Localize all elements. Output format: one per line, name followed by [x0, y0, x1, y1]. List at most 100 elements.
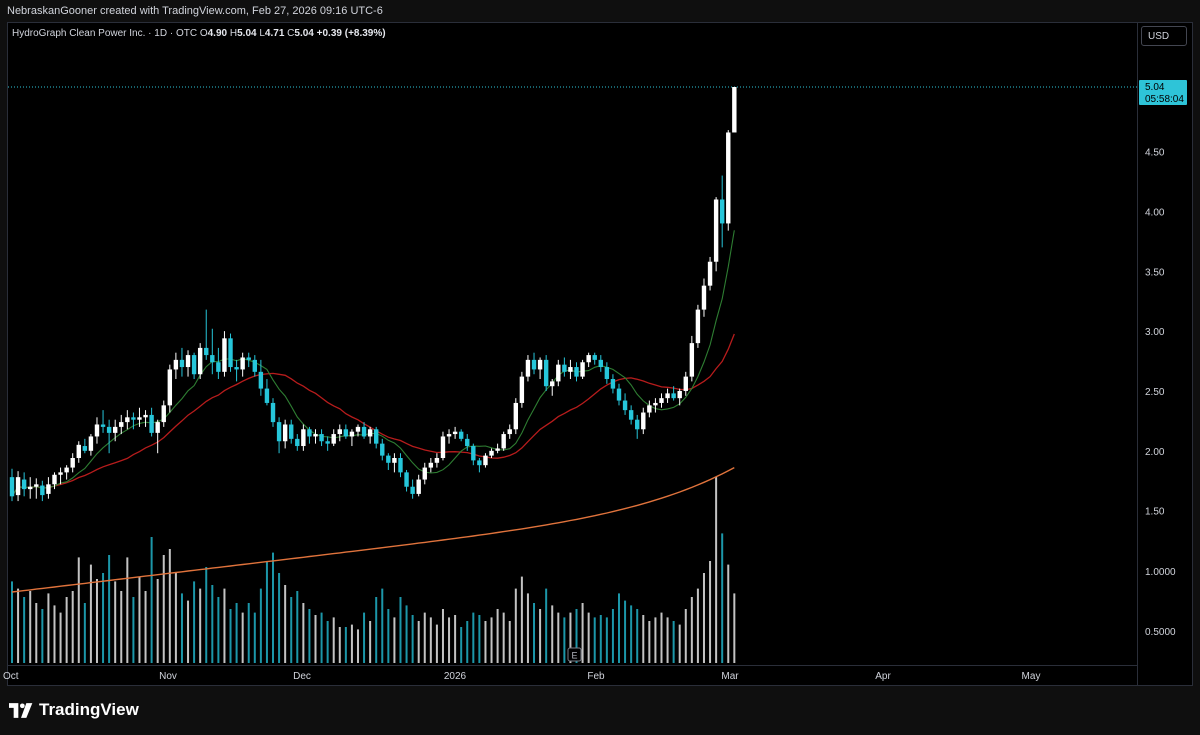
- volume-bar: [405, 605, 408, 663]
- volume-tick-label: 0.5000: [1145, 627, 1176, 638]
- price-tick-label: 3.50: [1145, 267, 1165, 278]
- candle-body: [428, 462, 434, 468]
- candle-body: [167, 369, 173, 406]
- volume-bar: [642, 615, 645, 663]
- volume-bar: [417, 621, 420, 663]
- price-tick-label: 4.00: [1145, 207, 1165, 218]
- candle-body: [331, 434, 336, 444]
- candle-body: [707, 261, 713, 286]
- volume-bar: [490, 617, 493, 663]
- volume-bar: [399, 597, 402, 663]
- volume-bar: [89, 564, 92, 663]
- candle-body: [519, 376, 525, 403]
- candle-body: [119, 422, 124, 427]
- volume-bar: [199, 588, 202, 663]
- candle-body: [301, 429, 306, 447]
- volume-bar: [338, 627, 341, 663]
- candle-body: [471, 446, 476, 461]
- volume-bar: [41, 609, 44, 663]
- tradingview-brand[interactable]: TradingView: [9, 700, 139, 720]
- candle-body: [628, 410, 634, 420]
- candle-body: [598, 359, 603, 368]
- volume-bar: [162, 555, 165, 663]
- volume-bar: [630, 605, 633, 663]
- volume-bar: [17, 588, 20, 663]
- candle-body: [374, 429, 379, 444]
- candle-body: [653, 402, 658, 406]
- volume-bar: [539, 609, 542, 663]
- volume-bar: [375, 597, 378, 663]
- volume-bar: [648, 621, 651, 663]
- time-axis-label: 2026: [444, 671, 467, 682]
- candle-body: [562, 364, 567, 372]
- volume-bar: [369, 621, 372, 663]
- volume-bar: [253, 612, 256, 663]
- volume-bar: [59, 612, 62, 663]
- candle-body: [228, 338, 233, 368]
- candle-body: [683, 376, 688, 391]
- volume-bar: [460, 627, 463, 663]
- top-bar: NebraskanGooner created with TradingView…: [0, 0, 1200, 22]
- candle-body: [604, 367, 610, 380]
- candle-body: [616, 388, 622, 401]
- candle-body: [641, 412, 646, 430]
- volume-bar: [65, 597, 68, 663]
- time-axis-label: Feb: [587, 671, 605, 682]
- candle-body: [197, 347, 203, 375]
- volume-bar: [11, 581, 13, 663]
- candle-body: [34, 484, 39, 487]
- candle-body: [343, 429, 349, 437]
- ma-slow-line: [11, 466, 735, 593]
- symbol-info: HydroGraph Clean Power Inc. · 1D · OTC: [12, 28, 198, 39]
- candle-body: [82, 446, 88, 451]
- volume-bar: [247, 603, 250, 663]
- candle-body: [40, 485, 45, 496]
- volume-bar: [454, 615, 457, 663]
- candle-body: [592, 355, 597, 360]
- candle-body: [732, 87, 737, 133]
- time-axis-label: Apr: [875, 671, 891, 682]
- candle-body: [204, 347, 209, 356]
- volume-bar: [332, 617, 335, 663]
- currency-button[interactable]: USD: [1141, 26, 1187, 46]
- candle-body: [477, 460, 482, 466]
- volume-bar: [53, 605, 56, 663]
- candle-body: [422, 467, 427, 480]
- time-axis-label: Mar: [721, 671, 739, 682]
- candle-body: [380, 443, 385, 456]
- volume-bar: [581, 603, 584, 663]
- last-price-badge: [1139, 80, 1187, 105]
- candle-body: [574, 367, 579, 377]
- volume-bar: [448, 617, 451, 663]
- candle-body: [58, 472, 63, 475]
- volume-bar: [102, 573, 105, 663]
- volume-bar: [514, 588, 517, 663]
- volume-bar: [684, 609, 687, 663]
- candle-body: [671, 393, 676, 399]
- candle-body: [458, 431, 464, 439]
- candle-body: [246, 357, 251, 360]
- candle-body: [15, 477, 21, 496]
- time-axis-label: May: [1022, 671, 1041, 682]
- volume-bar: [302, 603, 305, 663]
- candle-body: [100, 424, 106, 427]
- time-axis-label: Dec: [293, 671, 311, 682]
- volume-bar: [496, 609, 499, 663]
- volume-bar: [435, 624, 438, 663]
- volume-bar: [156, 579, 159, 663]
- volume-bar: [35, 603, 38, 663]
- candle-body: [513, 402, 519, 430]
- candle-body: [70, 458, 75, 468]
- candle-body: [647, 405, 652, 413]
- candle-body: [88, 436, 94, 451]
- candle-body: [94, 424, 100, 437]
- candle-body: [52, 474, 57, 485]
- volume-bar: [508, 621, 511, 663]
- last-price-value: 5.04: [1145, 82, 1165, 93]
- volume-bar: [168, 549, 171, 663]
- candle-body: [586, 355, 591, 363]
- candle-body: [568, 367, 573, 372]
- candle-body: [149, 414, 154, 433]
- volume-bar: [138, 576, 141, 663]
- candle-body: [355, 426, 361, 432]
